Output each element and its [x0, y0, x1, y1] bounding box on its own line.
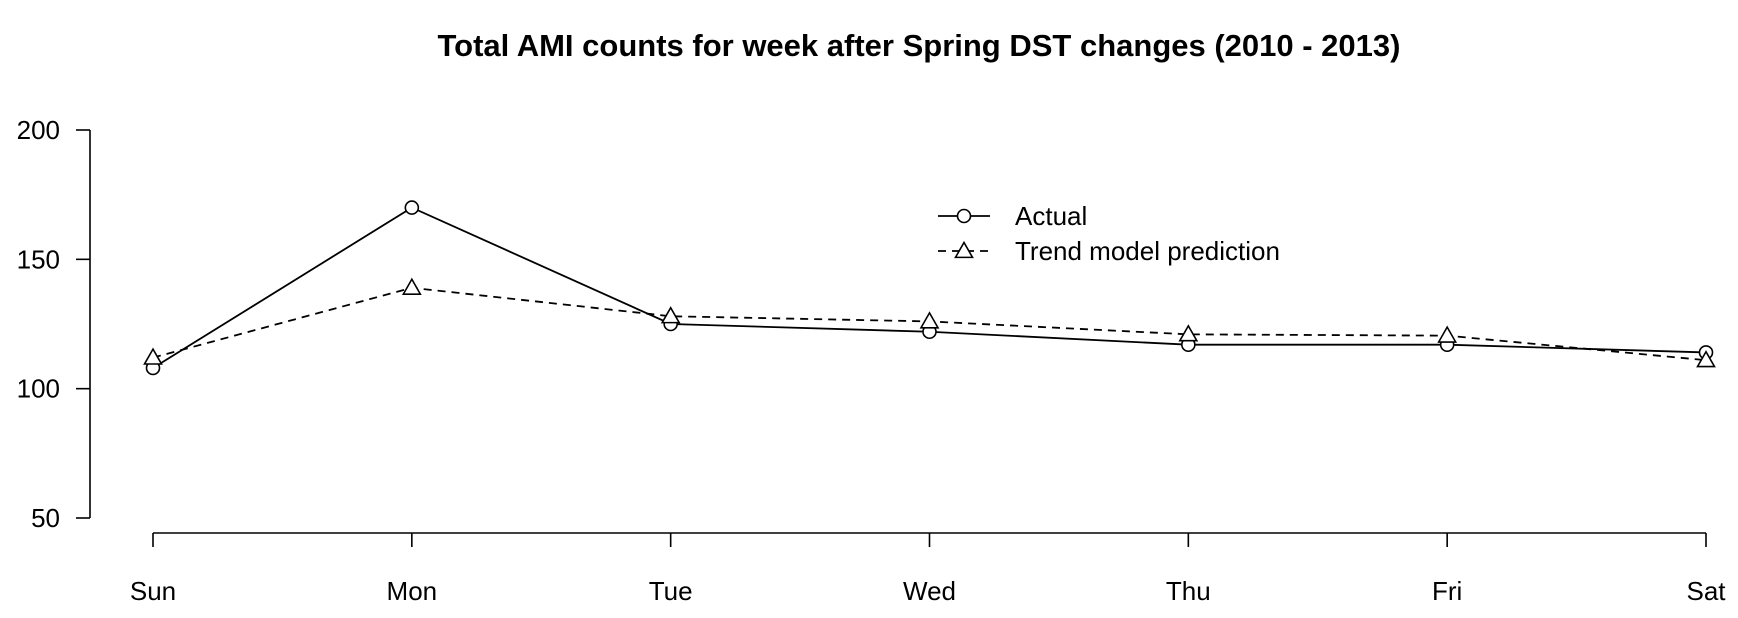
- y-tick-label: 150: [17, 244, 60, 274]
- series-actual: [145, 200, 1714, 376]
- legend-label: Trend model prediction: [1015, 236, 1280, 266]
- triangle-point: [919, 311, 940, 329]
- triangle-point: [143, 347, 163, 365]
- chart-title: Total AMI counts for week after Spring D…: [438, 28, 1401, 63]
- triangle-point: [1437, 325, 1458, 343]
- x-tick-label: Thu: [1166, 576, 1211, 606]
- legend: Actual Trend model prediction: [938, 201, 1280, 266]
- y-tick-label: 200: [17, 115, 60, 145]
- triangle-point: [401, 277, 422, 295]
- y-tick-label: 50: [31, 503, 60, 533]
- y-tick-label: 100: [17, 374, 60, 404]
- legend-marker: [954, 240, 974, 259]
- circle-point: [404, 200, 420, 215]
- x-tick-label: Mon: [387, 576, 438, 606]
- x-tick-label: Sun: [130, 576, 176, 606]
- series-trend-prediction: [143, 277, 1716, 368]
- triangle-point: [1178, 324, 1199, 342]
- triangle-point: [660, 306, 681, 324]
- series-layer: [143, 200, 1716, 376]
- x-tick-label: Fri: [1432, 576, 1462, 606]
- legend-entry: Trend model prediction: [938, 236, 1280, 266]
- series-line: [152, 206, 1707, 369]
- x-tick-label: Tue: [649, 576, 693, 606]
- x-tick-label: Wed: [903, 576, 956, 606]
- legend-label: Actual: [1015, 201, 1087, 231]
- x-tick-label: Sat: [1686, 576, 1726, 606]
- triangle-point: [1696, 350, 1716, 368]
- y-axis: 50 100 150 200: [17, 115, 91, 533]
- legend-marker: [956, 208, 972, 224]
- legend-entry: Actual: [938, 201, 1087, 231]
- x-axis: Sun Mon Tue Wed Thu Fri Sat: [130, 532, 1726, 606]
